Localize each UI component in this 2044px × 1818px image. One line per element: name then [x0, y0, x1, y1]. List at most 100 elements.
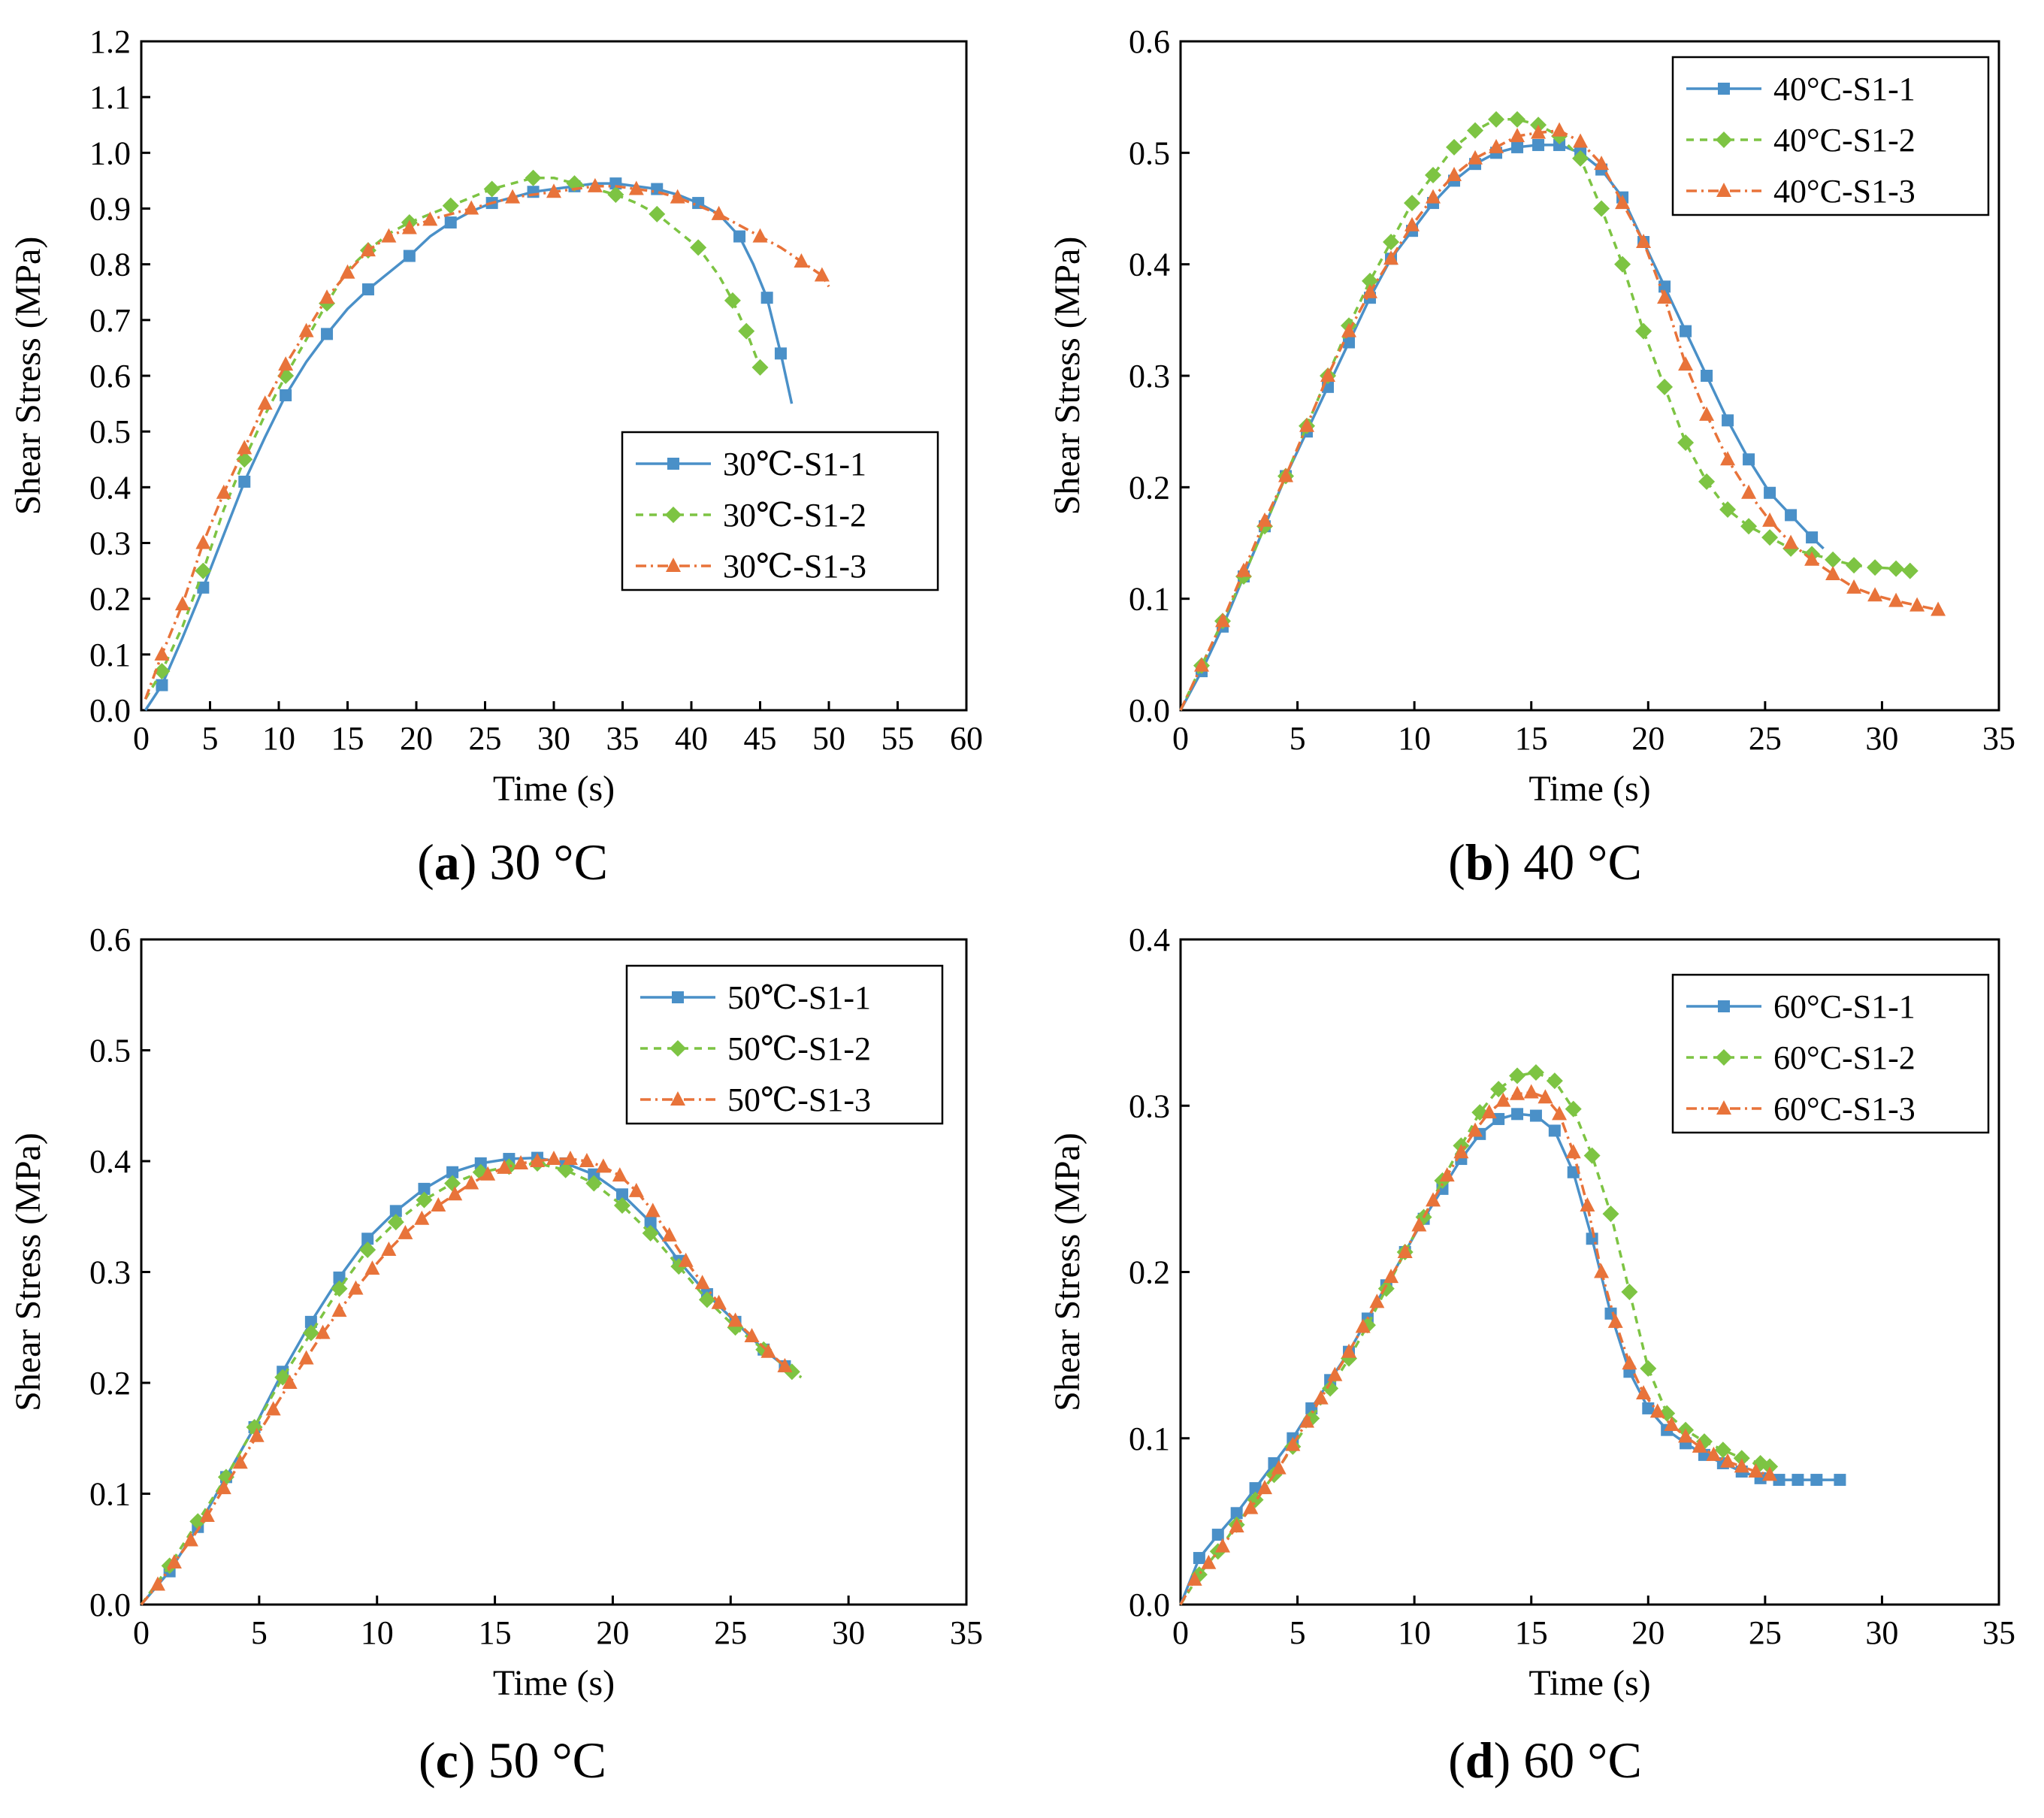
data-point [513, 1154, 529, 1169]
x-tick-label: 55 [881, 720, 915, 757]
data-point [530, 1153, 546, 1167]
x-axis-title: Time (s) [1528, 1663, 1650, 1703]
data-point [557, 1161, 574, 1178]
data-point [727, 1312, 743, 1327]
data-point [546, 1151, 561, 1166]
data-point [1243, 1499, 1259, 1514]
data-point [340, 264, 355, 279]
series-line [144, 185, 830, 700]
data-point [304, 1315, 317, 1328]
data-point [1701, 370, 1713, 382]
data-point [1426, 1192, 1441, 1207]
data-point [751, 358, 769, 376]
data-point [418, 1182, 431, 1195]
data-point [1656, 378, 1674, 395]
data-point [1867, 587, 1883, 602]
caption-paren-open: ( [1448, 1732, 1465, 1789]
legend-label: 30℃-S1-2 [723, 497, 866, 534]
x-tick-label: 5 [202, 720, 219, 757]
x-tick-label: 0 [133, 1614, 150, 1651]
y-axis-title: Shear Stress (MPa) [8, 237, 48, 516]
data-point [360, 242, 376, 257]
data-point [1327, 1366, 1343, 1381]
data-point [1236, 562, 1252, 577]
data-point [381, 228, 397, 243]
data-point [777, 1357, 793, 1372]
data-point [1511, 141, 1524, 153]
legend: 50℃-S1-1 50℃-S1-2 50℃-S1-3 [625, 964, 944, 1125]
data-point [1447, 167, 1462, 181]
data-point [156, 679, 168, 691]
data-point [587, 177, 603, 192]
data-point [1734, 1458, 1749, 1473]
data-point [698, 1291, 715, 1308]
data-point [1194, 657, 1210, 672]
data-point [1488, 110, 1505, 128]
data-point [645, 1202, 661, 1218]
data-point [348, 1280, 364, 1295]
data-point [1825, 566, 1841, 581]
caption-letter: c [436, 1732, 458, 1789]
data-point [398, 1224, 413, 1239]
data-point [1511, 1108, 1524, 1121]
data-point [1719, 501, 1737, 518]
data-point [752, 228, 768, 243]
data-point [280, 389, 292, 401]
data-point [446, 1166, 459, 1178]
data-point [1211, 1529, 1224, 1541]
y-tick-label: 0.5 [89, 1033, 131, 1069]
data-point [1249, 1482, 1262, 1495]
data-point [1888, 560, 1905, 577]
data-point [595, 1158, 611, 1173]
x-tick-label: 25 [1749, 720, 1782, 757]
x-tick-label: 30 [1865, 720, 1898, 757]
data-point [401, 219, 417, 234]
x-tick-label: 35 [606, 720, 640, 757]
data-point [1642, 1402, 1655, 1414]
data-point [1614, 256, 1631, 273]
legend-label: 40°C-S1-2 [1773, 122, 1915, 159]
legend-swatch-marker [1718, 1000, 1730, 1012]
data-point [525, 169, 542, 186]
x-tick-label: 30 [832, 1614, 865, 1651]
legend-label: 60°C-S1-3 [1773, 1090, 1915, 1127]
x-tick-label: 30 [1865, 1614, 1898, 1651]
data-point [1888, 592, 1904, 607]
data-point [1846, 579, 1862, 594]
data-point [361, 1233, 374, 1245]
data-point [483, 180, 500, 198]
data-point [1720, 1453, 1736, 1468]
data-point [298, 322, 314, 337]
data-point [1229, 1518, 1244, 1533]
data-point [174, 596, 190, 611]
data-point [649, 205, 666, 222]
y-tick-label: 0.9 [89, 191, 131, 228]
data-point [414, 1210, 430, 1225]
data-point [724, 292, 741, 309]
data-point [1762, 512, 1778, 527]
data-point [642, 1224, 659, 1242]
data-point [216, 1480, 231, 1495]
data-point [238, 475, 251, 488]
caption-paren-close: ) [1494, 833, 1524, 891]
data-point [711, 205, 727, 220]
y-axis-title: Shear Stress (MPa) [1048, 1133, 1087, 1411]
data-point [1740, 518, 1758, 535]
data-point [1741, 484, 1757, 499]
data-point [1593, 200, 1610, 217]
data-point [1313, 1390, 1329, 1405]
data-point [1761, 529, 1779, 546]
data-point [613, 1197, 630, 1214]
series-line [1179, 1112, 1840, 1605]
x-tick-label: 10 [1398, 720, 1431, 757]
data-point [585, 1175, 603, 1192]
data-point [1792, 1474, 1804, 1487]
data-point [1553, 138, 1566, 151]
legend-swatch-marker [1716, 1100, 1731, 1115]
data-point [464, 1175, 479, 1190]
caption-paren-close: ) [458, 1732, 488, 1789]
y-tick-label: 0.2 [1129, 469, 1170, 506]
data-point [265, 1401, 281, 1416]
data-point [216, 484, 231, 499]
